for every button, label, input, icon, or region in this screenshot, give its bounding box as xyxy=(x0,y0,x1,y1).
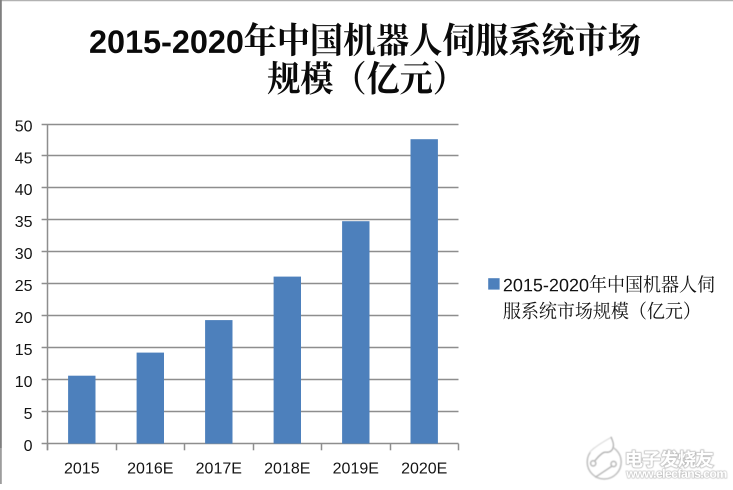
svg-text:2020E: 2020E xyxy=(401,461,447,478)
svg-text:5: 5 xyxy=(24,406,33,423)
svg-text:10: 10 xyxy=(15,374,33,391)
svg-text:35: 35 xyxy=(15,214,33,231)
svg-text:2017E: 2017E xyxy=(196,461,242,478)
svg-text:40: 40 xyxy=(15,182,33,199)
svg-text:30: 30 xyxy=(15,246,33,263)
svg-text:2015: 2015 xyxy=(64,461,100,478)
svg-text:25: 25 xyxy=(15,278,33,295)
svg-text:2018E: 2018E xyxy=(264,461,310,478)
svg-text:2019E: 2019E xyxy=(333,461,379,478)
svg-text:45: 45 xyxy=(15,150,33,167)
svg-text:50: 50 xyxy=(15,118,33,135)
svg-text:20: 20 xyxy=(15,310,33,327)
svg-text:0: 0 xyxy=(24,438,33,455)
svg-text:2016E: 2016E xyxy=(127,461,173,478)
svg-text:15: 15 xyxy=(15,342,33,359)
